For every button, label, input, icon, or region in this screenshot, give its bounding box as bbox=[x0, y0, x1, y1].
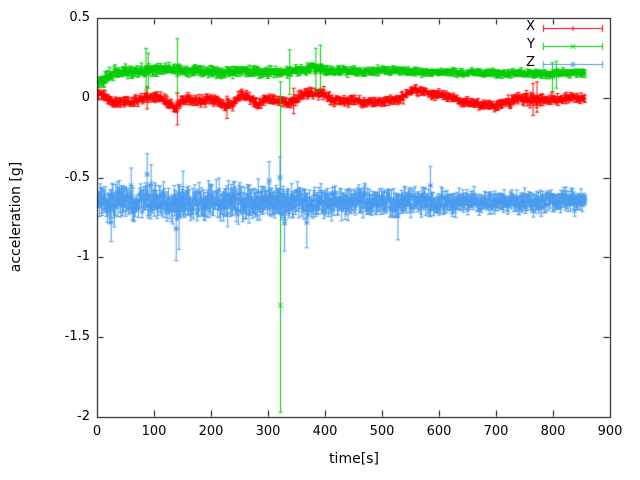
x-tick-label: 700 bbox=[483, 424, 509, 439]
y-tick-label: -1 bbox=[77, 249, 90, 265]
x-tick-label: 800 bbox=[540, 424, 566, 439]
x-tick-label: 100 bbox=[141, 424, 167, 439]
x-axis-title: time[s] bbox=[329, 451, 379, 467]
legend-label-y: Y bbox=[527, 37, 535, 52]
x-tick-label: 500 bbox=[369, 424, 395, 439]
x-tick-label: 300 bbox=[255, 424, 281, 439]
y-axis-title: acceleration [g] bbox=[8, 161, 24, 273]
x-tick-label: 900 bbox=[597, 424, 623, 439]
x-tick-label: 200 bbox=[198, 424, 224, 439]
y-tick-label: -2 bbox=[77, 409, 90, 424]
x-tick-label: 0 bbox=[92, 424, 102, 439]
legend-label-z: Z bbox=[526, 55, 535, 70]
x-tick-label: 600 bbox=[426, 424, 452, 439]
x-tick-label: 400 bbox=[312, 424, 338, 439]
y-tick-label: -0.5 bbox=[64, 169, 90, 185]
y-tick-label: -1.5 bbox=[64, 329, 90, 345]
legend-label-x: X bbox=[526, 19, 535, 34]
y-tick-label: 0.5 bbox=[69, 10, 90, 25]
y-tick-label: 0 bbox=[81, 89, 90, 105]
